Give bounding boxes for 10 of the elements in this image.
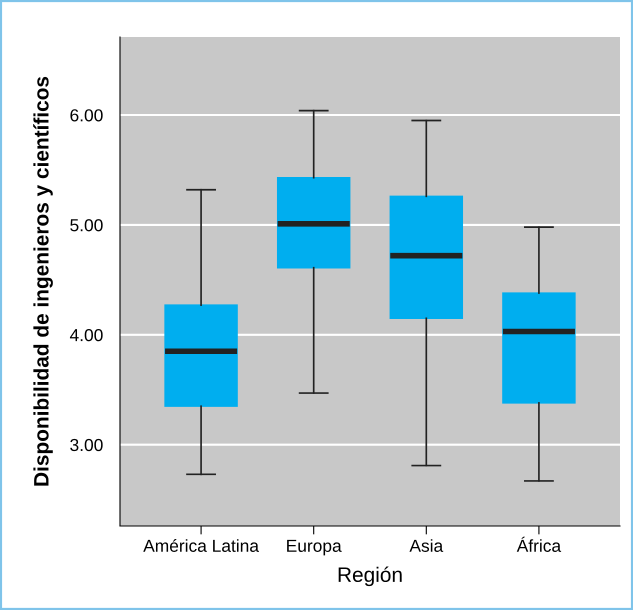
y-axis-title: Disponibilidad de ingenieros y científicos: [33, 76, 53, 486]
y-tick-label: 3.00: [70, 438, 103, 452]
x-axis-title: Región: [338, 566, 402, 586]
y-tick-label: 5.00: [70, 219, 103, 232]
y-tick-label: 4.00: [70, 328, 103, 342]
x-tick-label: América Latina: [143, 538, 259, 552]
x-tick-label: África: [516, 536, 562, 552]
y-tick-label: 6.00: [70, 109, 103, 122]
x-tick-label: Europa: [287, 540, 342, 556]
x-tick-label: Asia: [409, 539, 444, 552]
